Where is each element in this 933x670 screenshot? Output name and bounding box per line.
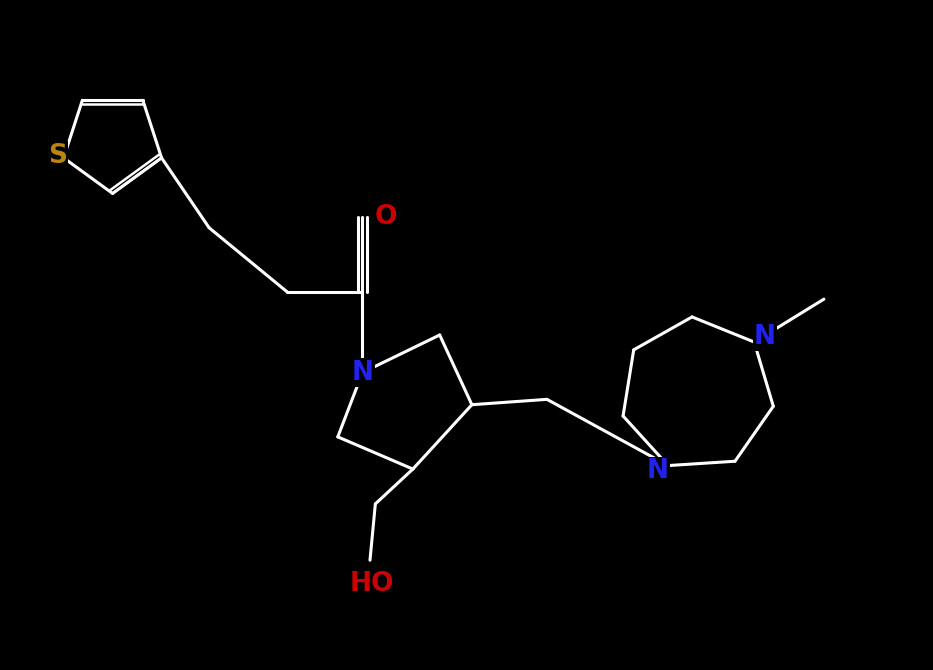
Text: N: N [352, 360, 373, 385]
Text: N: N [647, 458, 668, 484]
Text: N: N [754, 324, 776, 350]
Text: HO: HO [350, 571, 395, 597]
Text: O: O [375, 204, 397, 230]
Text: S: S [48, 143, 67, 169]
